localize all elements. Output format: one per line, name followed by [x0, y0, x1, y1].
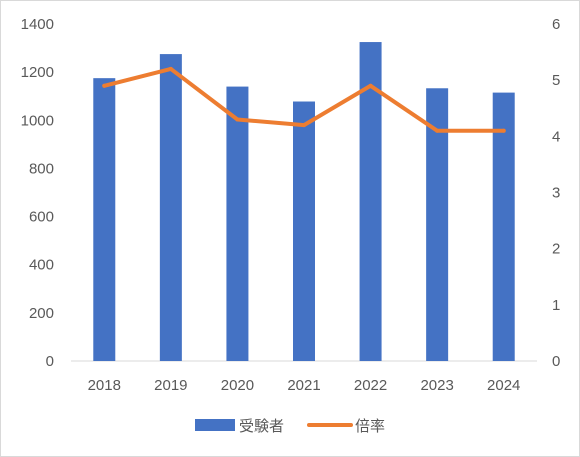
bar [426, 88, 449, 361]
line-point [368, 83, 373, 88]
x-tick-label: 2019 [154, 377, 187, 394]
line-point [102, 83, 107, 88]
left-tick-label: 1200 [21, 64, 54, 81]
right-tick-label: 5 [552, 72, 560, 89]
legend-label-bar: 受験者 [239, 417, 284, 435]
x-tick-label: 2018 [88, 377, 121, 394]
left-tick-label: 400 [29, 257, 54, 274]
right-tick-label: 4 [552, 128, 560, 145]
line-point [168, 66, 173, 71]
left-tick-label: 0 [46, 353, 54, 370]
right-tick-label: 2 [552, 241, 560, 258]
bar-series [93, 42, 515, 362]
x-axis-ticks: 2018 2019 2020 2021 2022 2023 2024 [88, 377, 521, 394]
bar [492, 92, 515, 361]
right-tick-label: 0 [552, 353, 560, 370]
line-series [102, 66, 506, 133]
left-tick-label: 800 [29, 160, 54, 177]
right-tick-label: 6 [552, 16, 560, 33]
x-tick-label: 2024 [487, 377, 520, 394]
left-axis-ticks: 0 200 400 600 800 1000 1200 1400 [21, 16, 54, 370]
bar [359, 42, 382, 362]
line-point [501, 128, 506, 133]
line-point [302, 123, 306, 128]
bar [293, 101, 315, 361]
line-point [435, 128, 440, 133]
right-tick-label: 1 [552, 297, 560, 314]
bar [159, 54, 182, 361]
left-tick-label: 1000 [21, 112, 54, 129]
left-tick-label: 600 [29, 209, 54, 226]
left-tick-label: 1400 [21, 16, 54, 33]
x-tick-label: 2023 [420, 377, 453, 394]
legend-swatch-bar [195, 419, 235, 431]
bar [226, 86, 249, 361]
right-tick-label: 3 [552, 185, 560, 202]
right-axis-ticks: 0 1 2 3 4 5 6 [552, 16, 560, 370]
left-tick-label: 200 [29, 305, 54, 322]
bar [93, 78, 116, 362]
line-point [235, 117, 240, 122]
legend-label-line: 倍率 [355, 417, 385, 435]
x-tick-label: 2022 [354, 377, 387, 394]
legend: 受験者 倍率 [195, 417, 385, 435]
x-tick-label: 2020 [221, 377, 254, 394]
x-tick-label: 2021 [287, 377, 320, 394]
